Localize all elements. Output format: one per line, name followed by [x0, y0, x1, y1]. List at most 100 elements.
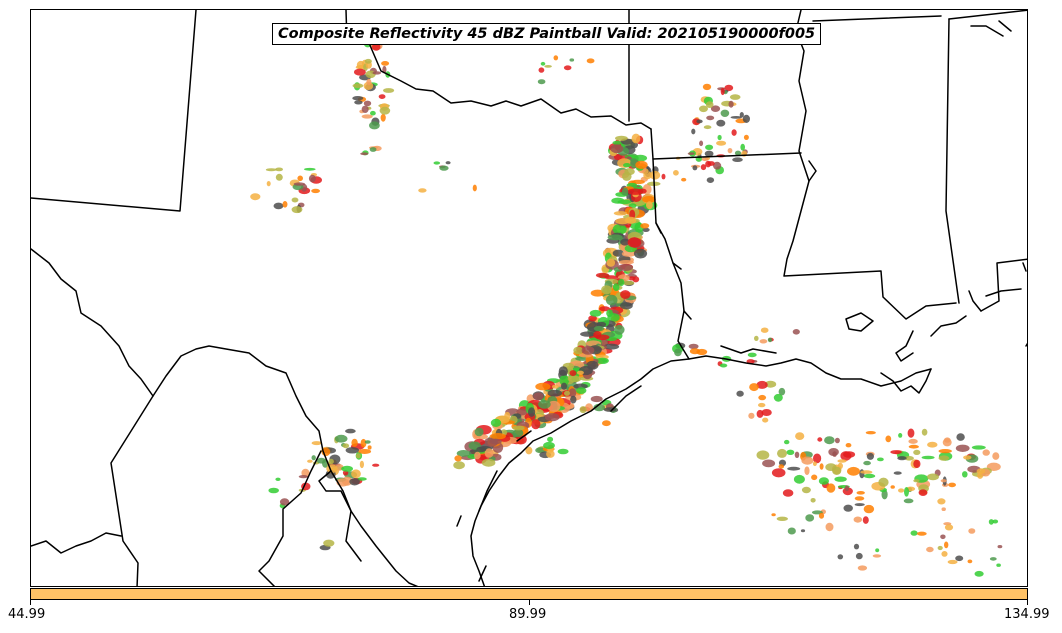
- paintball-blob: [795, 432, 805, 440]
- paintball-blob: [341, 465, 353, 472]
- paintball-blob: [490, 418, 502, 427]
- paintball-blob: [926, 546, 934, 553]
- paintball-blob: [893, 471, 902, 475]
- paintball-blob: [642, 196, 656, 203]
- paintball-blob: [918, 489, 928, 496]
- paintball-blob: [631, 179, 645, 185]
- paintball-blob: [490, 433, 506, 440]
- paintball-blob: [811, 474, 818, 481]
- paintball-blob: [736, 390, 744, 397]
- paintball-blob: [599, 306, 611, 312]
- paintball-blob: [364, 440, 371, 444]
- paintball-blob: [588, 315, 597, 322]
- paintball-blob: [787, 466, 801, 471]
- paintball-blob: [445, 161, 451, 165]
- paintball-blob: [716, 119, 726, 127]
- paintball-blob: [748, 412, 755, 419]
- paintball-blob: [688, 343, 699, 350]
- paintball-blob: [956, 433, 965, 441]
- paintball-blob: [756, 450, 770, 460]
- paintball-blob: [334, 434, 348, 443]
- paintball-blob: [955, 444, 970, 452]
- paintball-blob: [537, 79, 546, 85]
- paintball-blob: [618, 260, 634, 265]
- paintball-blob: [898, 488, 905, 493]
- paintball-blob: [606, 258, 616, 267]
- paintball-blob: [357, 477, 367, 481]
- paintball-blob: [761, 409, 772, 416]
- paintball-blob: [832, 466, 842, 475]
- paintball-blob: [937, 498, 946, 505]
- paintball-blob: [649, 170, 661, 180]
- paintball-blob: [617, 264, 634, 271]
- paintball-blob: [853, 543, 860, 550]
- map-panel: Composite Reflectivity 45 dBZ Paintball …: [30, 9, 1028, 587]
- paintball-blob: [576, 387, 587, 394]
- rio-grande: [31, 248, 419, 586]
- paintball-blob: [913, 449, 921, 455]
- paintball-blob: [731, 129, 737, 136]
- texas-barrier-islands: [456, 385, 642, 582]
- paintball-blob: [351, 438, 358, 447]
- state-border-al-fl: [980, 258, 1027, 312]
- paintball-blob: [692, 165, 698, 171]
- paintball-blob: [863, 504, 875, 514]
- paintball-blob: [967, 559, 973, 564]
- paintball-blob: [614, 324, 625, 335]
- paintball-blob: [297, 175, 304, 182]
- paintball-blob: [291, 197, 299, 203]
- paintball-blob: [754, 335, 759, 341]
- paintball-blob: [456, 450, 471, 457]
- paintball-blob: [976, 468, 986, 475]
- paintball-blob: [908, 444, 919, 449]
- paintball-blob: [631, 133, 641, 144]
- paintball-blob: [705, 101, 714, 108]
- paintball-blob: [557, 448, 569, 455]
- paintball-blob: [739, 112, 744, 118]
- paintball-blob: [800, 529, 806, 533]
- paintball-blob: [613, 211, 628, 216]
- paintball-blob: [642, 227, 650, 232]
- paintball-blob: [743, 134, 749, 140]
- paintball-blob: [948, 482, 956, 488]
- paintball-blob: [705, 160, 711, 168]
- paintball-blob: [853, 516, 862, 523]
- paintball-blob: [689, 348, 701, 355]
- paintball-blob: [719, 363, 728, 368]
- colorbar-tick-mid: [529, 600, 530, 605]
- paintball-blob: [361, 105, 369, 114]
- paintball-blob: [927, 441, 938, 448]
- paintball-blob: [758, 394, 767, 401]
- paintball-blob: [908, 438, 918, 444]
- paintball-blob: [767, 337, 773, 343]
- paintball-blob: [472, 184, 477, 192]
- paintball-blob: [366, 78, 372, 86]
- paintball-blob: [342, 443, 350, 449]
- paintball-blob: [268, 487, 280, 494]
- paintball-blob: [962, 471, 968, 478]
- paintball-blob: [433, 161, 441, 165]
- paintball-blob: [699, 140, 704, 147]
- paintball-blob: [974, 570, 984, 577]
- paintball-blob: [586, 58, 595, 64]
- paintball-blob: [379, 106, 391, 115]
- paintball-blob: [732, 157, 743, 162]
- paintball-blob: [601, 285, 612, 295]
- paintball-blob: [369, 121, 380, 130]
- paintball-blob: [968, 528, 976, 534]
- paintball-blob: [863, 473, 876, 479]
- paintball-blob: [308, 174, 316, 183]
- paintball-blob: [381, 61, 390, 66]
- paintball-blob: [474, 451, 481, 460]
- paintball-blob: [354, 68, 366, 76]
- paintball-blob: [553, 55, 559, 61]
- paintball-blob: [843, 451, 856, 458]
- paintball-blob: [360, 438, 367, 448]
- paintball-blob: [942, 438, 952, 447]
- paintball-blob: [762, 417, 769, 423]
- paintball-blob: [513, 428, 524, 438]
- paintball-blob: [372, 71, 382, 75]
- paintball-blob: [927, 473, 939, 481]
- paintball-blob: [622, 280, 635, 286]
- paintball-blob: [603, 343, 620, 350]
